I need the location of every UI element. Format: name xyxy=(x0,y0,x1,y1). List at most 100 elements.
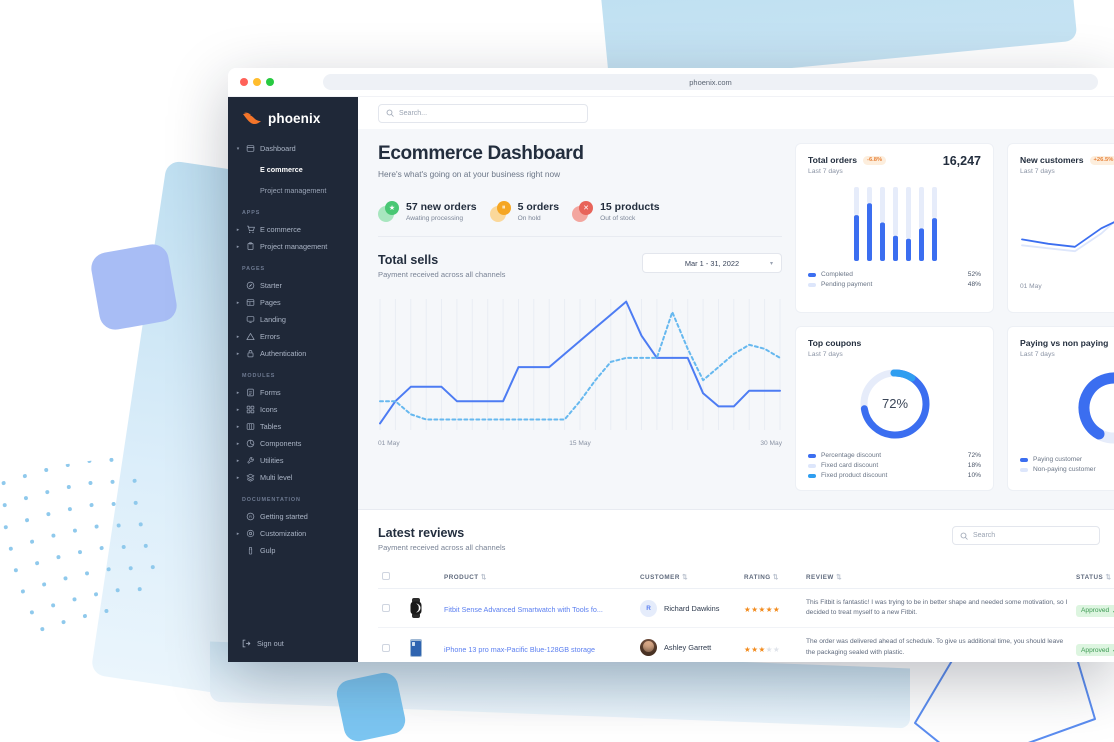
wrench-icon xyxy=(246,456,255,465)
total-sells-subtitle: Payment received across all channels xyxy=(378,270,506,279)
sidebar-item-project-management[interactable]: Project management xyxy=(228,182,358,199)
new-customers-subtitle: Last 7 days xyxy=(1020,168,1055,175)
sidebar-item-label: Customization xyxy=(260,529,307,538)
sidebar-item-authentication[interactable]: ▸ Authentication xyxy=(228,345,358,362)
column-header-review[interactable]: REVIEW ⇅ xyxy=(802,566,1072,589)
select-all-checkbox[interactable] xyxy=(382,572,390,580)
legend-value: 10% xyxy=(967,472,981,479)
chevron-right-icon: ▸ xyxy=(236,474,240,481)
sidebar-item-icons[interactable]: ▸ Icons xyxy=(228,401,358,418)
top-coupons-title: Top coupons xyxy=(808,338,862,348)
sidebar-item-utilities[interactable]: ▸ Utilities xyxy=(228,452,358,469)
sidebar-item-customization[interactable]: ▸ Customization xyxy=(228,525,358,542)
thumb-header xyxy=(404,566,440,589)
sidebar-item-errors[interactable]: ▸ Errors xyxy=(228,328,358,345)
total-orders-delta-badge: -6.8% xyxy=(863,155,887,165)
gulp-icon xyxy=(246,546,255,555)
sidebar-item-sign-out[interactable]: Sign out xyxy=(228,639,358,648)
stat-value: 15 products xyxy=(600,201,660,213)
customer-cell: R Richard Dawkins xyxy=(636,588,740,629)
total-sells-header: Total sells Payment received across all … xyxy=(378,253,782,279)
minimize-window-button[interactable] xyxy=(253,78,261,86)
row-select-cell[interactable] xyxy=(378,627,404,662)
card-paying-vs-non-paying: Paying vs non paying Last 7 days xyxy=(1007,326,1114,491)
row-checkbox[interactable] xyxy=(382,643,390,652)
sidebar-item-project-management[interactable]: ▸ Project management xyxy=(228,238,358,255)
table-row[interactable]: iPhone 13 pro max-Pacific Blue-128GB sto… xyxy=(378,627,1114,662)
sidebar-item-forms[interactable]: ▸ Forms xyxy=(228,384,358,401)
customer-cell: Ashley Garrett xyxy=(636,627,740,662)
stat-caption: On hold xyxy=(517,215,541,222)
new-customers-xtick: 01 May xyxy=(1020,283,1042,290)
legend-swatch xyxy=(808,463,816,468)
sidebar-item-starter[interactable]: Starter xyxy=(228,277,358,294)
brand[interactable]: phoenix xyxy=(228,97,358,126)
chevron-right-icon: ▸ xyxy=(236,457,240,464)
stat-value: 5 orders xyxy=(517,201,560,213)
window-controls[interactable] xyxy=(240,78,274,86)
sidebar-item-landing[interactable]: Landing xyxy=(228,311,358,328)
total-orders-legend: Completed 52% Pending payment 48% xyxy=(808,271,981,288)
monitor-icon xyxy=(246,315,255,324)
table-row[interactable]: Fitbit Sense Advanced Smartwatch with To… xyxy=(378,588,1114,629)
row-checkbox[interactable] xyxy=(382,604,390,613)
product-link[interactable]: iPhone 13 pro max-Pacific Blue-128GB sto… xyxy=(444,644,596,654)
address-bar[interactable]: phoenix.com xyxy=(323,74,1098,90)
reviews-table: PRODUCT ⇅ CUSTOMER ⇅ RATING ⇅ REVIEW ⇅ S… xyxy=(378,566,1114,662)
sidebar-item-e-commerce[interactable]: E commerce xyxy=(228,161,358,178)
column-header-status[interactable]: STATUS ⇅ xyxy=(1072,566,1114,589)
reviews-search-input[interactable]: Search xyxy=(952,526,1100,545)
decorative-square-skyblue xyxy=(334,670,408,742)
sidebar-item-e-commerce[interactable]: ▸ E commerce xyxy=(228,221,358,238)
global-search[interactable]: Search... xyxy=(378,103,588,123)
product-cell[interactable]: Fitbit Sense Advanced Smartwatch with To… xyxy=(440,588,636,629)
paying-legend: Paying customer Non-paying customer xyxy=(1020,456,1114,473)
decorative-dot-grid xyxy=(1,457,155,632)
chevron-right-icon: ▸ xyxy=(236,333,240,340)
total-orders-value: 16,247 xyxy=(942,154,981,168)
sidebar-item-pages[interactable]: ▸ Pages xyxy=(228,294,358,311)
date-range-select[interactable]: Mar 1 - 31, 2022 ▾ xyxy=(642,253,782,273)
sidebar-section-modules: MODULES xyxy=(242,373,276,379)
review-text: The order was delivered ahead of schedul… xyxy=(806,638,1064,656)
maximize-window-button[interactable] xyxy=(266,78,274,86)
form-icon xyxy=(246,388,255,397)
product-thumbnail xyxy=(410,638,422,657)
legend-swatch xyxy=(808,282,816,287)
chevron-right-icon: ▸ xyxy=(236,440,240,447)
sidebar-item-components[interactable]: ▸ Components xyxy=(228,435,358,452)
close-window-button[interactable] xyxy=(240,78,248,86)
search-icon xyxy=(386,109,394,117)
legend-value: 52% xyxy=(967,271,981,278)
rocket-icon xyxy=(246,281,255,290)
chevron-right-icon: ▸ xyxy=(236,299,240,306)
sidebar-item-gulp[interactable]: Gulp xyxy=(228,542,358,559)
sidebar-item-dashboard[interactable]: ▾ Dashboard xyxy=(228,140,358,157)
sidebar-item-getting-started[interactable]: R Getting started xyxy=(228,508,358,525)
column-header-customer[interactable]: CUSTOMER ⇅ xyxy=(636,566,740,589)
sells-xtick-1: 15 May xyxy=(569,440,591,447)
row-select-cell[interactable] xyxy=(378,588,404,629)
brand-name: phoenix xyxy=(268,111,321,126)
column-header-rating[interactable]: RATING ⇅ xyxy=(740,566,802,589)
gear-icon xyxy=(246,529,255,538)
sidebar-item-label: Project management xyxy=(260,186,327,195)
top-coupons-center-label: 72% xyxy=(881,396,907,411)
legend-label: Pending payment xyxy=(821,281,873,288)
global-search-placeholder: Search... xyxy=(399,109,428,117)
sidebar-item-tables[interactable]: ▸ Tables xyxy=(228,418,358,435)
paying-subtitle: Last 7 days xyxy=(1020,351,1055,358)
stat-value: 57 new orders xyxy=(406,201,477,213)
customer-name: Richard Dawkins xyxy=(664,603,720,613)
product-thumbnail xyxy=(410,598,422,619)
select-all-header[interactable] xyxy=(378,566,404,589)
cube-icon xyxy=(246,439,255,448)
product-link[interactable]: Fitbit Sense Advanced Smartwatch with To… xyxy=(444,605,603,615)
product-cell[interactable]: iPhone 13 pro max-Pacific Blue-128GB sto… xyxy=(440,627,636,662)
page-title: Ecommerce Dashboard xyxy=(378,143,584,164)
pause-icon: ⏸ xyxy=(496,201,511,215)
stat-icon-wrapper: ★ xyxy=(378,201,399,222)
column-header-product[interactable]: PRODUCT ⇅ xyxy=(440,566,636,589)
sidebar-item-label: E commerce xyxy=(260,165,303,174)
sidebar-item-multi-level[interactable]: ▸ Multi level xyxy=(228,469,358,486)
